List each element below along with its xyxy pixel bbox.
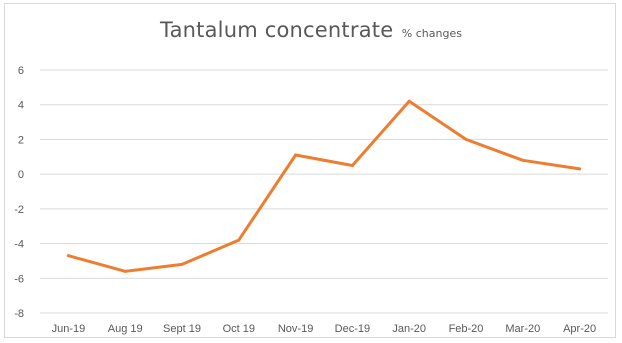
chart-subtitle: % changes <box>401 27 462 40</box>
data-point <box>294 153 298 157</box>
x-tick-label: Aug 19 <box>108 323 143 335</box>
data-point <box>123 269 127 273</box>
y-axis-ticks: -8 -6 -4 -2 0 2 4 6 <box>14 65 24 320</box>
data-point <box>237 238 241 242</box>
x-tick-label: Dec-19 <box>335 323 370 335</box>
y-tick-label: -6 <box>14 273 24 285</box>
x-tick-label: Apr-20 <box>563 323 596 335</box>
gridlines <box>40 69 608 314</box>
x-tick-label: Feb-20 <box>449 323 484 335</box>
chart-frame <box>4 3 616 338</box>
data-point <box>350 163 354 167</box>
data-point <box>464 137 468 141</box>
chart-title: Tantalum concentrate <box>160 18 394 42</box>
chart-title-block: Tantalum concentrate % changes <box>0 18 622 42</box>
x-tick-label: Sept 19 <box>163 323 201 335</box>
data-point <box>407 99 411 103</box>
x-tick-label: Jun-19 <box>52 323 86 335</box>
x-tick-label: Oct 19 <box>223 323 255 335</box>
data-point <box>180 262 184 266</box>
x-tick-label: Mar-20 <box>505 323 540 335</box>
series-layer <box>66 99 582 273</box>
y-tick-label: -2 <box>14 204 24 216</box>
y-tick-label: -4 <box>14 239 24 251</box>
data-point <box>66 254 70 258</box>
x-axis-ticks: Jun-19 Aug 19 Sept 19 Oct 19 Nov-19 Dec-19 Jan… <box>52 323 597 335</box>
data-point <box>521 158 525 162</box>
y-tick-label: 2 <box>18 134 24 146</box>
series-line <box>66 99 582 273</box>
data-point <box>578 167 582 171</box>
y-tick-label: 6 <box>18 65 24 77</box>
y-tick-label: 4 <box>18 100 24 112</box>
x-tick-label: Jan-20 <box>392 323 426 335</box>
y-tick-label: 0 <box>18 169 24 181</box>
x-tick-label: Nov-19 <box>278 323 313 335</box>
y-tick-label: -8 <box>14 308 24 320</box>
